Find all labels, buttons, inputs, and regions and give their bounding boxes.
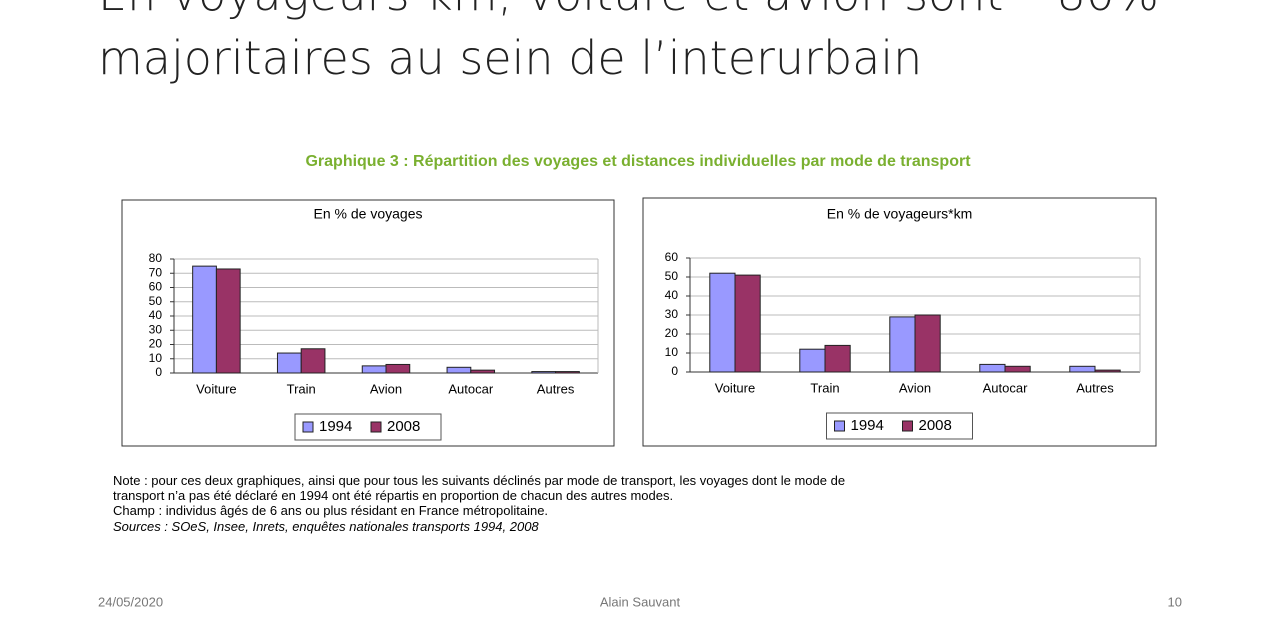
x-tick-label: Train <box>287 381 316 396</box>
y-tick-label: 0 <box>671 364 678 378</box>
y-tick-label: 10 <box>149 351 163 365</box>
bar <box>531 371 557 374</box>
slide-title: majoritaires au sein de l’interurbain <box>98 31 922 85</box>
x-tick-label: Avion <box>899 380 931 395</box>
x-tick-label: Voiture <box>196 381 236 396</box>
legend-swatch <box>902 420 913 432</box>
y-tick-label: 40 <box>149 308 163 322</box>
legend-swatch <box>370 421 382 433</box>
bar <box>734 274 761 373</box>
chart-title: En % de voyageurs*km <box>827 206 973 222</box>
legend-swatch <box>834 420 845 432</box>
slide-title: En voyageurs-km, voiture et avion sont ~… <box>98 0 1159 21</box>
y-tick-label: 80 <box>149 251 163 265</box>
bar <box>979 363 1006 373</box>
bar <box>385 363 411 374</box>
bar <box>300 348 326 374</box>
y-tick-label: 20 <box>149 337 163 351</box>
x-tick-label: Autocar <box>448 381 493 396</box>
bar <box>824 344 851 373</box>
bar <box>555 371 580 374</box>
bar <box>276 352 302 374</box>
x-tick-label: Autocar <box>983 380 1028 395</box>
y-tick-label: 30 <box>665 307 679 321</box>
x-tick-label: Autres <box>537 381 575 396</box>
x-tick-label: Train <box>810 380 839 395</box>
y-tick-label: 50 <box>665 269 679 283</box>
bar <box>470 369 496 374</box>
legend-swatch <box>302 421 314 433</box>
y-tick-label: 60 <box>149 280 163 294</box>
bar <box>709 272 736 373</box>
bar <box>1094 369 1121 373</box>
legend-box <box>826 412 973 440</box>
bar <box>1004 365 1031 373</box>
y-tick-label: 10 <box>665 345 679 359</box>
footer-page: 10 <box>1168 594 1182 609</box>
y-tick-label: 40 <box>665 288 679 302</box>
bar <box>215 268 241 374</box>
legend-box <box>294 413 442 441</box>
sources: Sources : SOeS, Insee, Inrets, enquêtes … <box>113 519 539 534</box>
bar <box>799 348 826 373</box>
note: Note : pour ces deux graphiques, ainsi q… <box>113 473 845 488</box>
y-tick-label: 50 <box>149 294 163 308</box>
x-tick-label: Voiture <box>715 380 755 395</box>
bar <box>446 366 472 374</box>
y-tick-label: 20 <box>665 326 679 340</box>
footer-author: Alain Sauvant <box>600 594 681 609</box>
y-tick-label: 70 <box>149 265 163 279</box>
bar <box>1069 365 1096 373</box>
legend-label: 1994 <box>319 418 352 435</box>
bar <box>889 316 916 373</box>
bar <box>361 365 387 374</box>
y-tick-label: 60 <box>665 250 679 264</box>
footer-date: 24/05/2020 <box>98 594 163 609</box>
bar <box>914 314 941 373</box>
note: Champ : individus âgés de 6 ans ou plus … <box>113 503 548 518</box>
y-tick-label: 30 <box>149 322 163 336</box>
legend-label: 2008 <box>919 417 952 434</box>
x-tick-label: Avion <box>370 381 402 396</box>
bar <box>192 265 217 374</box>
note: transport n’a pas été déclaré en 1994 on… <box>113 488 673 503</box>
y-tick-label: 0 <box>155 365 162 379</box>
chart-heading: Graphique 3 : Répartition des voyages et… <box>305 153 971 170</box>
chart-title: En % de voyages <box>314 206 423 222</box>
legend-label: 1994 <box>851 417 884 434</box>
legend-label: 2008 <box>387 418 420 435</box>
x-tick-label: Autres <box>1076 380 1114 395</box>
